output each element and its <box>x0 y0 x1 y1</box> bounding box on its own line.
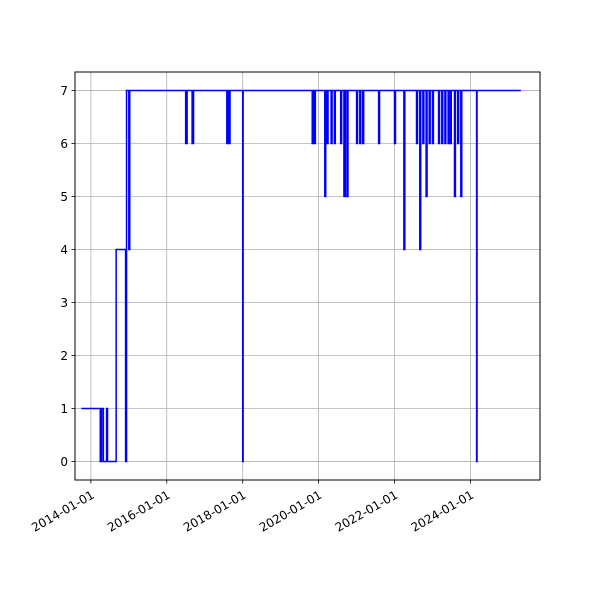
y-tick-label: 4 <box>60 243 68 257</box>
series-line <box>81 89 521 463</box>
y-tick-label: 6 <box>60 137 68 151</box>
y-tick-label: 7 <box>60 84 68 98</box>
y-tick-label: 0 <box>60 455 68 469</box>
y-tick-label: 2 <box>60 349 68 363</box>
y-tick-label: 3 <box>60 296 68 310</box>
y-tick-label: 1 <box>60 402 68 416</box>
y-axis: 0 1 2 3 4 5 6 7 <box>60 84 75 469</box>
y-tick-label: 5 <box>60 190 68 204</box>
plot-frame <box>74 71 541 481</box>
